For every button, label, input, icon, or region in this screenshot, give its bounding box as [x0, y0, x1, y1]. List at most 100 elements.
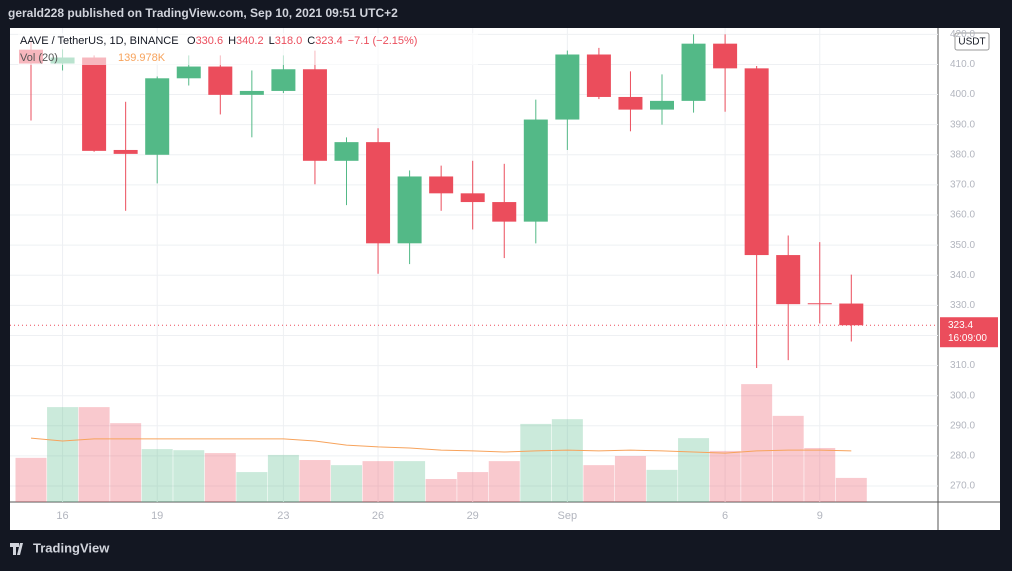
candle-body	[744, 68, 769, 256]
volume-bar	[678, 438, 710, 502]
volume-bar	[78, 407, 110, 502]
candle-body	[366, 142, 391, 244]
volume-bar	[583, 465, 615, 502]
volume-bar	[141, 449, 173, 502]
y-tick-label: 300.0	[950, 390, 975, 401]
y-tick-label: 330.0	[950, 300, 975, 311]
y-tick-label: 360.0	[950, 210, 975, 221]
volume-bar	[488, 461, 520, 502]
candle-body	[460, 193, 485, 203]
x-tick-label: 6	[722, 510, 728, 522]
y-tick-label: 280.0	[950, 451, 975, 462]
symbol: AAVE / TetherUS, 1D, BINANCE	[20, 35, 179, 47]
volume-bar	[741, 384, 773, 502]
candle-body	[82, 57, 107, 151]
footer: TradingView	[33, 540, 110, 555]
volume-bar	[394, 461, 426, 502]
currency-box[interactable]	[954, 32, 990, 51]
candle-body	[239, 90, 264, 95]
x-tick-label: 23	[277, 510, 289, 522]
volume-bar	[110, 423, 142, 502]
y-tick-label: 350.0	[950, 240, 975, 251]
volume-bar	[15, 457, 47, 502]
volume-ma-line	[30, 437, 852, 454]
candle-body	[618, 96, 643, 110]
candle-body	[555, 54, 580, 120]
volume-ma-label: 139.978K	[118, 52, 166, 64]
volume-bar	[709, 450, 741, 502]
volume-bar	[520, 423, 552, 502]
x-tick-label: 26	[372, 510, 384, 522]
candle-body	[681, 43, 706, 101]
countdown: 16:09:00	[948, 333, 987, 344]
ohlc-value: C	[307, 35, 315, 47]
volume-bar	[772, 415, 804, 502]
volume-bar	[236, 472, 268, 502]
candle-body	[334, 142, 359, 161]
candle-body	[429, 176, 454, 194]
volume-bar	[425, 479, 457, 502]
candle-body	[208, 66, 233, 95]
volume-bar	[299, 460, 331, 502]
y-tick-label: 340.0	[950, 270, 975, 281]
chart-area	[10, 28, 1000, 530]
ohlc-value: 318.0	[275, 35, 303, 47]
candle-body	[713, 43, 738, 69]
ohlc-value: 330.6	[196, 35, 224, 47]
currency[interactable]: USDT	[958, 37, 985, 48]
volume-bar	[835, 477, 867, 502]
candle-body	[839, 303, 864, 326]
volume-bar	[331, 465, 362, 502]
y-tick-label: 380.0	[950, 149, 975, 160]
volume-bar	[457, 472, 489, 502]
legend-bg	[18, 33, 478, 65]
candle-body	[271, 69, 296, 91]
last-price: 323.4	[948, 320, 973, 331]
y-tick-label: 410.0	[950, 59, 975, 70]
volume-bar	[362, 461, 394, 502]
volume-bar	[646, 469, 678, 502]
y-tick-label: 310.0	[950, 360, 975, 371]
volume-label: Vol (20)	[20, 52, 58, 64]
candle-body	[807, 303, 832, 305]
volume-bar	[551, 419, 583, 502]
ohlc-value: −7.1 (−2.15%)	[348, 35, 418, 47]
volume-bar	[173, 450, 205, 502]
candle-body	[586, 54, 611, 97]
candle-body	[776, 255, 801, 305]
volume-bar	[204, 453, 236, 502]
candle-body	[302, 69, 327, 161]
ohlc-value: L	[269, 35, 275, 47]
y-tick-label: 290.0	[950, 420, 975, 431]
x-tick-label: 9	[817, 510, 823, 522]
candle-body	[145, 78, 170, 155]
candle-body	[397, 176, 422, 244]
volume-bar	[614, 456, 646, 502]
ohlc-value: H	[228, 35, 236, 47]
y-tick-label: 420.0	[950, 29, 975, 40]
header: gerald228 published on TradingView.com, …	[8, 6, 398, 20]
x-tick-label: 19	[151, 510, 163, 522]
x-tick-label: 16	[56, 510, 68, 522]
candle-body	[523, 119, 548, 222]
ohlc-value: O	[187, 35, 196, 47]
volume-bar	[47, 407, 79, 502]
y-tick-label: 270.0	[950, 481, 975, 492]
logo	[10, 543, 23, 555]
ohlc-value: 340.2	[236, 35, 264, 47]
logo-mark	[10, 543, 23, 555]
x-tick-label: 29	[467, 510, 479, 522]
candle-body	[650, 100, 674, 110]
candle-body	[492, 202, 517, 222]
last-price-badge	[940, 317, 998, 348]
candle-body	[113, 149, 138, 154]
volume-bar	[267, 454, 299, 502]
y-tick-label: 400.0	[950, 89, 975, 100]
y-tick-label: 370.0	[950, 180, 975, 191]
candle-body	[176, 66, 201, 79]
y-tick-label: 390.0	[950, 119, 975, 130]
ohlc-value: 323.4	[315, 35, 343, 47]
volume-bar	[804, 447, 836, 502]
x-tick-label: Sep	[558, 510, 578, 522]
